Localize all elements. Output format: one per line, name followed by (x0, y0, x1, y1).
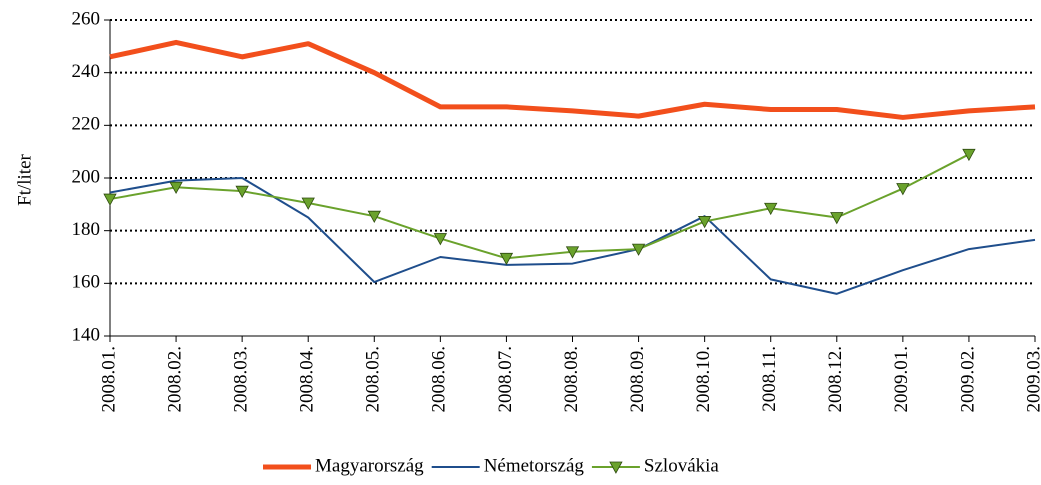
y-tick-label: 140 (72, 324, 101, 345)
legend-label: Németország (484, 455, 585, 476)
x-tick-label: 2008.06. (429, 346, 450, 413)
marker (896, 183, 910, 196)
marker (301, 197, 315, 210)
x-tick-label: 2009.01. (891, 346, 912, 413)
legend-label: Szlovákia (644, 455, 719, 476)
x-tick-label: 2008.05. (363, 346, 384, 413)
y-tick-label: 220 (72, 114, 101, 135)
x-tick-label: 2008.03. (231, 346, 252, 413)
marker (962, 148, 976, 162)
legend-label: Magyarország (315, 455, 424, 476)
marker (764, 202, 778, 216)
x-tick-label: 2008.07. (495, 346, 516, 413)
legend-marker (609, 461, 623, 474)
y-tick-label: 160 (72, 272, 101, 293)
y-tick-label: 240 (72, 61, 101, 82)
marker (499, 252, 514, 266)
x-tick-label: 2008.10. (693, 346, 714, 413)
marker (103, 193, 117, 206)
marker (565, 246, 580, 259)
y-tick-label: 200 (72, 166, 101, 187)
y-tick-label: 260 (72, 8, 101, 29)
series-line (109, 153, 970, 260)
x-tick-label: 2008.11. (759, 346, 780, 412)
x-tick-label: 2008.04. (297, 346, 318, 413)
marker (235, 185, 249, 199)
x-tick-label: 2008.01. (98, 346, 119, 413)
x-tick-label: 2008.02. (164, 346, 185, 413)
y-axis-label: Ft/liter (14, 153, 35, 205)
marker (433, 233, 448, 246)
series-line (109, 39, 1036, 120)
x-tick-label: 2009.03. (1023, 346, 1041, 413)
y-tick-label: 180 (72, 219, 101, 240)
x-tick-label: 2009.02. (957, 346, 978, 413)
marker (697, 216, 712, 229)
marker (830, 212, 844, 225)
series-line (109, 177, 1036, 295)
x-tick-label: 2008.12. (825, 346, 846, 413)
x-tick-label: 2008.08. (561, 346, 582, 413)
marker (367, 210, 381, 224)
x-tick-label: 2008.09. (627, 346, 648, 413)
marker (169, 181, 183, 195)
marker (631, 243, 646, 256)
